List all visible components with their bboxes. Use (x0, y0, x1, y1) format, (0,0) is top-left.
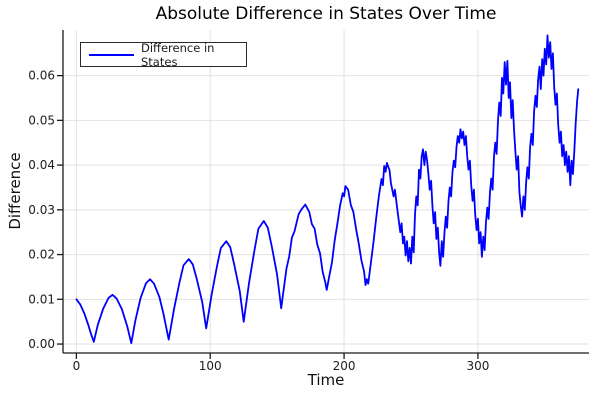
y-tick-label: 0.04 (28, 158, 55, 172)
y-tick-label: 0.00 (28, 337, 55, 351)
chart-title: Absolute Difference in States Over Time (155, 4, 497, 24)
y-tick-label: 0.01 (28, 292, 55, 306)
y-axis-label: Difference (6, 152, 24, 230)
y-tick-label: 0.05 (28, 113, 55, 127)
legend-line-sample (89, 53, 134, 56)
x-tick-label: 100 (199, 359, 222, 373)
y-tick-label: 0.03 (28, 203, 55, 217)
legend: Difference in States (80, 40, 247, 69)
x-tick-label: 200 (333, 359, 356, 373)
x-tick-label: 0 (73, 359, 81, 373)
x-tick-label: 300 (466, 359, 489, 373)
data-line (75, 34, 580, 345)
x-axis-label: Time (307, 371, 345, 389)
y-tick-label: 0.02 (28, 248, 55, 262)
legend-label: Difference in States (141, 40, 215, 69)
y-tick-label: 0.06 (28, 69, 55, 83)
